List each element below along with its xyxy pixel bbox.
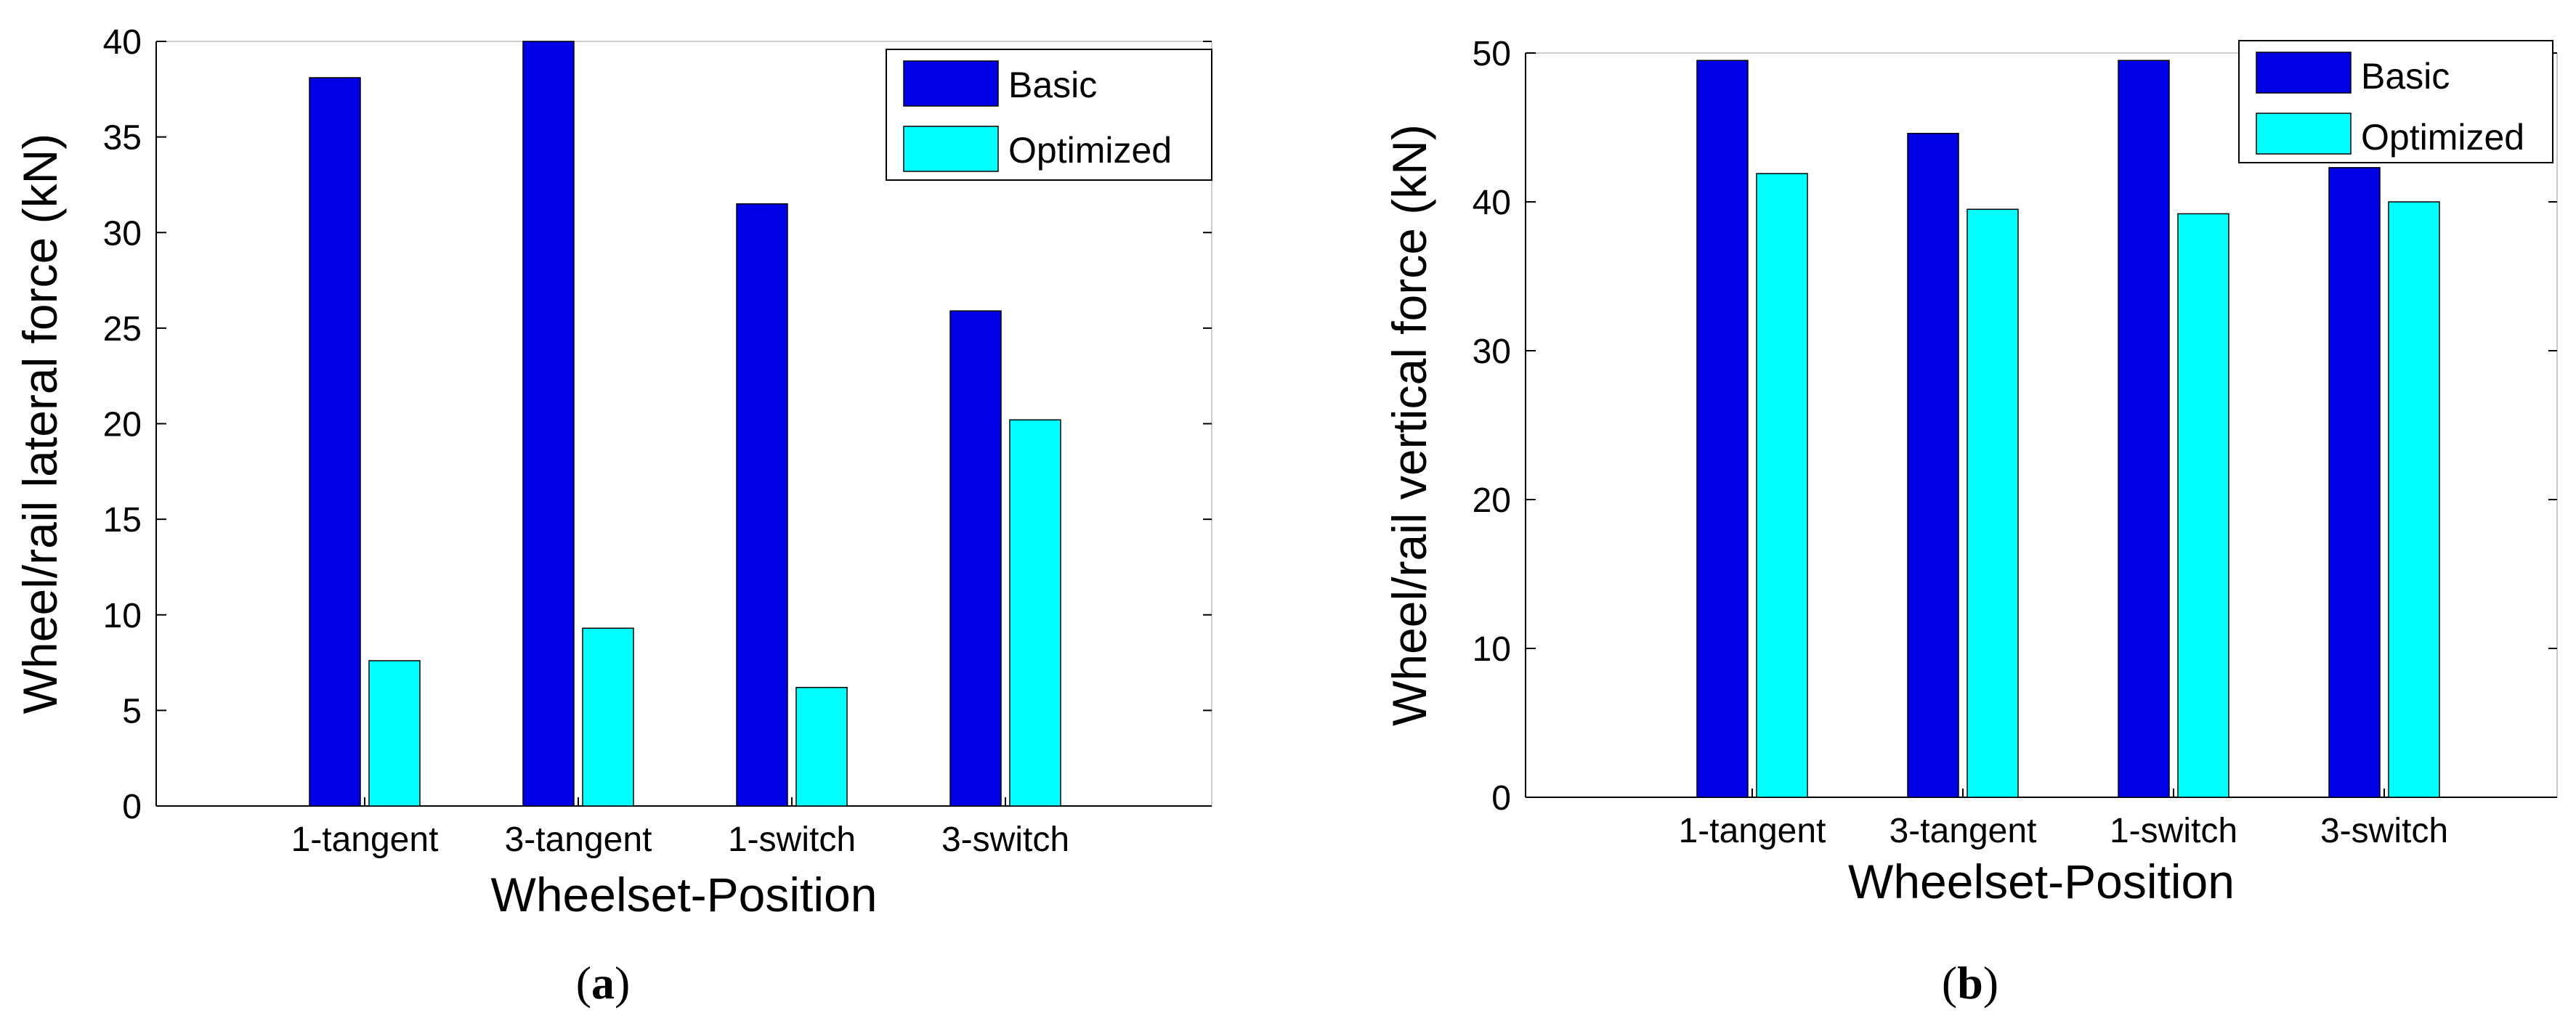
legend-swatch-basic (903, 60, 999, 107)
y-tick-label: 0 (1491, 779, 1511, 818)
y-axis-label: Wheel/rail lateral force (kN) (13, 134, 67, 714)
bar-optimized-3-tangent (582, 627, 634, 807)
x-tick-label: 1-switch (2110, 812, 2237, 850)
legend-swatch-optimized (903, 126, 999, 172)
y-tick-label: 40 (103, 23, 142, 62)
chart-panel-a: 0 5 10 15 20 25 30 35 40 1-tangent 3-tangent 1-swit… (13, 23, 1212, 1009)
x-axis-label: Wheelset-Position (491, 868, 878, 921)
bar-optimized-3-switch (2388, 201, 2440, 798)
legend-label-basic: Basic (2361, 56, 2450, 97)
panel-caption: (a) (576, 957, 631, 1009)
caption-letter: a (591, 957, 615, 1009)
legend-label-optimized: Optimized (2361, 117, 2524, 158)
y-tick-label: 5 (122, 692, 142, 730)
caption-letter: b (1957, 957, 1983, 1009)
bar-basic-3-switch (949, 310, 1002, 807)
bar-basic-1-tangent (309, 77, 361, 807)
y-tick-label: 10 (103, 597, 142, 635)
x-axis-label: Wheelset-Position (1848, 855, 2235, 908)
bar-basic-1-tangent (1696, 60, 1749, 798)
y-tick-label: 0 (122, 788, 142, 826)
y-tick-label: 30 (1473, 333, 1511, 371)
legend-label-optimized: Optimized (1008, 130, 1172, 171)
y-tick-label: 50 (1473, 35, 1511, 73)
bar-basic-3-tangent (522, 41, 575, 807)
y-tick-label: 10 (1473, 630, 1511, 669)
y-tick-label: 15 (103, 501, 142, 540)
y-tick-label: 40 (1473, 184, 1511, 222)
x-tick-label: 3-tangent (505, 821, 652, 859)
y-tick-label: 25 (103, 310, 142, 349)
legend-label-basic: Basic (1008, 65, 1097, 105)
legend: Basic Optimized (2238, 40, 2553, 163)
caption-open: ( (576, 957, 591, 1009)
bar-basic-1-switch (736, 203, 788, 807)
x-tick-label: 3-switch (941, 821, 1069, 859)
bar-basic-3-tangent (1907, 132, 1959, 798)
x-tick-label: 3-switch (2320, 812, 2448, 850)
bar-basic-3-switch (2328, 167, 2381, 798)
bar-optimized-1-tangent (368, 660, 421, 807)
legend-swatch-optimized (2256, 113, 2352, 155)
bar-optimized-3-tangent (1967, 208, 2019, 798)
caption-close: ) (1983, 957, 1998, 1009)
caption-open: ( (1942, 957, 1957, 1009)
x-tick-label: 3-tangent (1890, 812, 2037, 850)
y-axis-label: Wheel/rail vertical force (kN) (1382, 124, 1436, 726)
y-tick-label: 35 (103, 119, 142, 158)
y-tick-label: 20 (1473, 481, 1511, 520)
bar-optimized-3-switch (1009, 419, 1061, 807)
legend: Basic Optimized (886, 49, 1212, 181)
x-tick-label: 1-switch (728, 821, 856, 859)
y-tick-label: 20 (103, 406, 142, 444)
legend-swatch-basic (2256, 52, 2352, 94)
bar-basic-1-switch (2118, 60, 2170, 798)
bar-optimized-1-switch (2177, 213, 2229, 798)
x-tick-label: 1-tangent (1679, 812, 1826, 850)
chart-panel-b: 0 10 20 30 40 50 1-tangent 3-tangent 1-switch 3-s… (1382, 35, 2558, 1009)
y-tick-label: 30 (103, 214, 142, 253)
caption-close: ) (615, 957, 630, 1009)
bar-optimized-1-switch (795, 687, 848, 807)
panel-caption: (b) (1942, 957, 1998, 1009)
x-tick-label: 1-tangent (291, 821, 439, 859)
bar-optimized-1-tangent (1756, 173, 1808, 798)
